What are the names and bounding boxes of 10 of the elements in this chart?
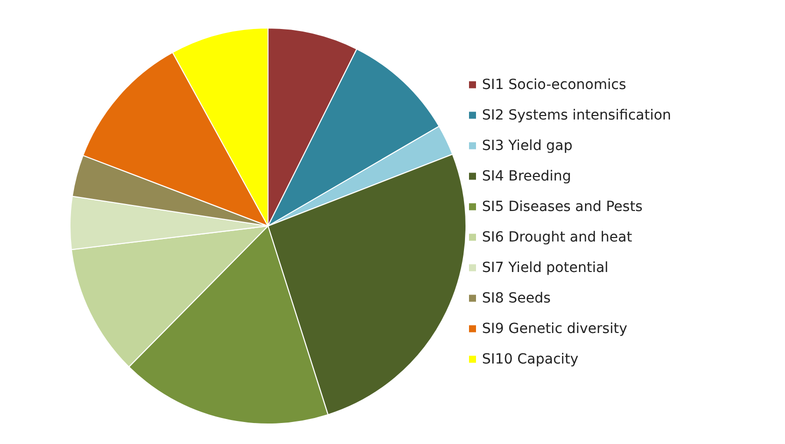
legend-label: SI10 Capacity <box>482 351 578 368</box>
legend-label: SI4 Breeding <box>482 168 572 184</box>
legend-label: SI1 Socio-economics <box>482 76 626 93</box>
legend-label: SI7 Yield potential <box>482 260 608 276</box>
legend-label: SI6 Drought and heat <box>482 229 633 246</box>
legend-label: SI8 Seeds <box>482 290 551 306</box>
legend-label: SI5 Diseases and Pests <box>482 198 643 215</box>
legend-label: SI9 Genetic diversity <box>482 320 628 337</box>
legend-label: SI3 Yield gap <box>482 138 573 154</box>
legend-label: SI2 Systems intensification <box>482 107 672 124</box>
